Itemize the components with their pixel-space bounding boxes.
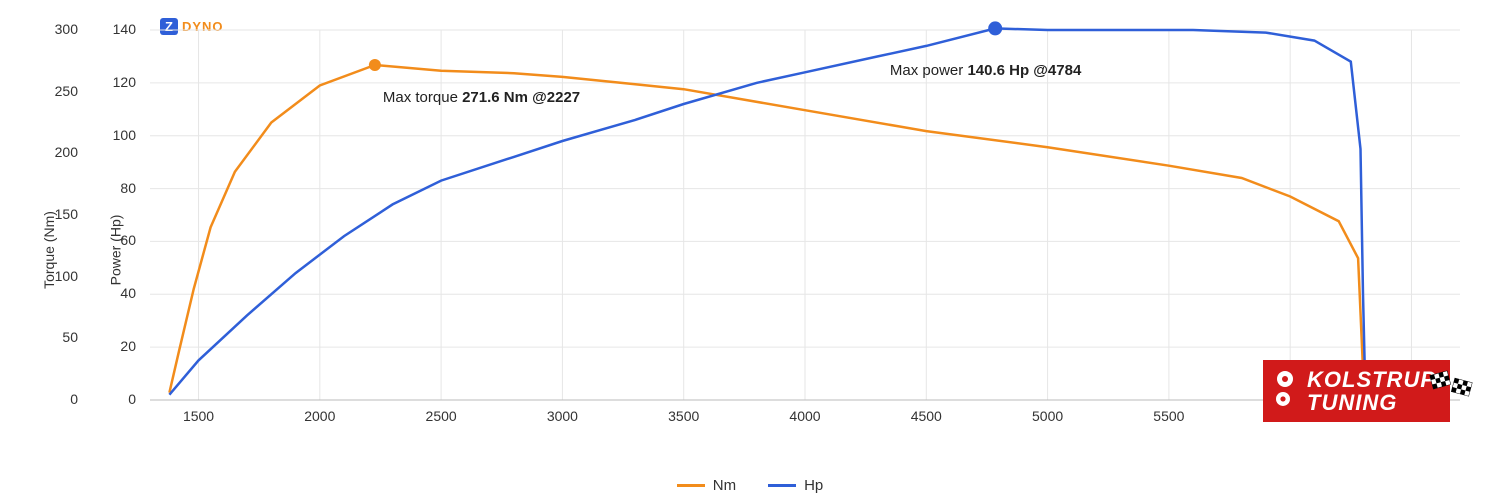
- x-tick: 2000: [304, 408, 335, 424]
- legend-label: Hp: [804, 477, 823, 494]
- kolstrup-line1: KOLSTRUP: [1307, 368, 1436, 391]
- legend-swatch: [677, 484, 705, 487]
- legend-item-nm: Nm: [677, 477, 736, 494]
- x-tick: 3500: [668, 408, 699, 424]
- y2-tick: 20: [96, 338, 136, 354]
- y1-tick: 0: [28, 391, 78, 407]
- y2-axis-label: Power (Hp): [107, 215, 123, 286]
- kolstrup-line2: TUNING: [1307, 391, 1436, 414]
- legend: Nm Hp: [0, 477, 1500, 494]
- gear-icon: [1271, 367, 1301, 415]
- x-tick: 5000: [1032, 408, 1063, 424]
- checkered-flag-icon: [1428, 364, 1478, 418]
- peak-marker: [988, 21, 1002, 35]
- x-tick: 1500: [183, 408, 214, 424]
- y1-tick: 150: [28, 206, 78, 222]
- annotation: Max power 140.6 Hp @4784: [890, 62, 1082, 79]
- x-tick: 2500: [426, 408, 457, 424]
- y2-tick: 80: [96, 180, 136, 196]
- legend-label: Nm: [713, 477, 736, 494]
- x-tick: 4000: [789, 408, 820, 424]
- y2-tick: 60: [96, 232, 136, 248]
- y1-tick: 100: [28, 268, 78, 284]
- y1-tick: 300: [28, 21, 78, 37]
- x-tick: 3000: [547, 408, 578, 424]
- y2-tick: 100: [96, 127, 136, 143]
- annotation: Max torque 271.6 Nm @2227: [383, 89, 580, 106]
- legend-swatch: [768, 484, 796, 487]
- x-tick: 5500: [1153, 408, 1184, 424]
- y1-tick: 200: [28, 144, 78, 160]
- legend-item-hp: Hp: [768, 477, 823, 494]
- y2-tick: 120: [96, 74, 136, 90]
- y2-tick: 140: [96, 21, 136, 37]
- peak-marker: [369, 59, 381, 71]
- y1-tick: 250: [28, 83, 78, 99]
- series-nm: [169, 65, 1365, 394]
- dyno-chart: Torque (Nm) Power (Hp) Z DYNO Max torque…: [0, 0, 1500, 500]
- x-tick: 4500: [911, 408, 942, 424]
- y1-tick: 50: [28, 329, 78, 345]
- y2-tick: 40: [96, 285, 136, 301]
- y2-tick: 0: [96, 391, 136, 407]
- kolstrup-logo: KOLSTRUP TUNING: [1263, 360, 1450, 422]
